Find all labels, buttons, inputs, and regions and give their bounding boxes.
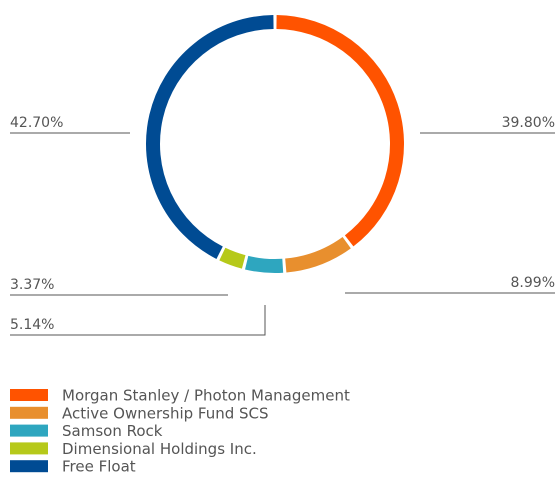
legend-swatch xyxy=(10,460,48,473)
leader-line xyxy=(10,305,266,336)
donut-segment xyxy=(284,236,351,273)
legend-label: Morgan Stanley / Photon Management xyxy=(62,387,350,405)
legend-label: Free Float xyxy=(62,458,136,476)
value-label: 42.70% xyxy=(10,115,63,131)
donut-segment xyxy=(276,15,404,247)
value-label: 39.80% xyxy=(502,115,555,131)
legend-swatch xyxy=(10,442,48,455)
legend-swatch xyxy=(10,424,48,437)
legend-label: Samson Rock xyxy=(62,422,163,440)
donut-segment xyxy=(245,255,284,273)
donut-segment xyxy=(146,15,274,259)
value-label: 3.37% xyxy=(10,277,54,293)
value-label: 8.99% xyxy=(511,275,555,291)
donut-segment xyxy=(219,247,246,269)
legend-label: Active Ownership Fund SCS xyxy=(62,404,269,422)
value-label: 5.14% xyxy=(10,317,54,333)
legend-swatch xyxy=(10,389,48,401)
legend-label: Dimensional Holdings Inc. xyxy=(62,440,257,458)
legend-swatch xyxy=(10,406,48,419)
